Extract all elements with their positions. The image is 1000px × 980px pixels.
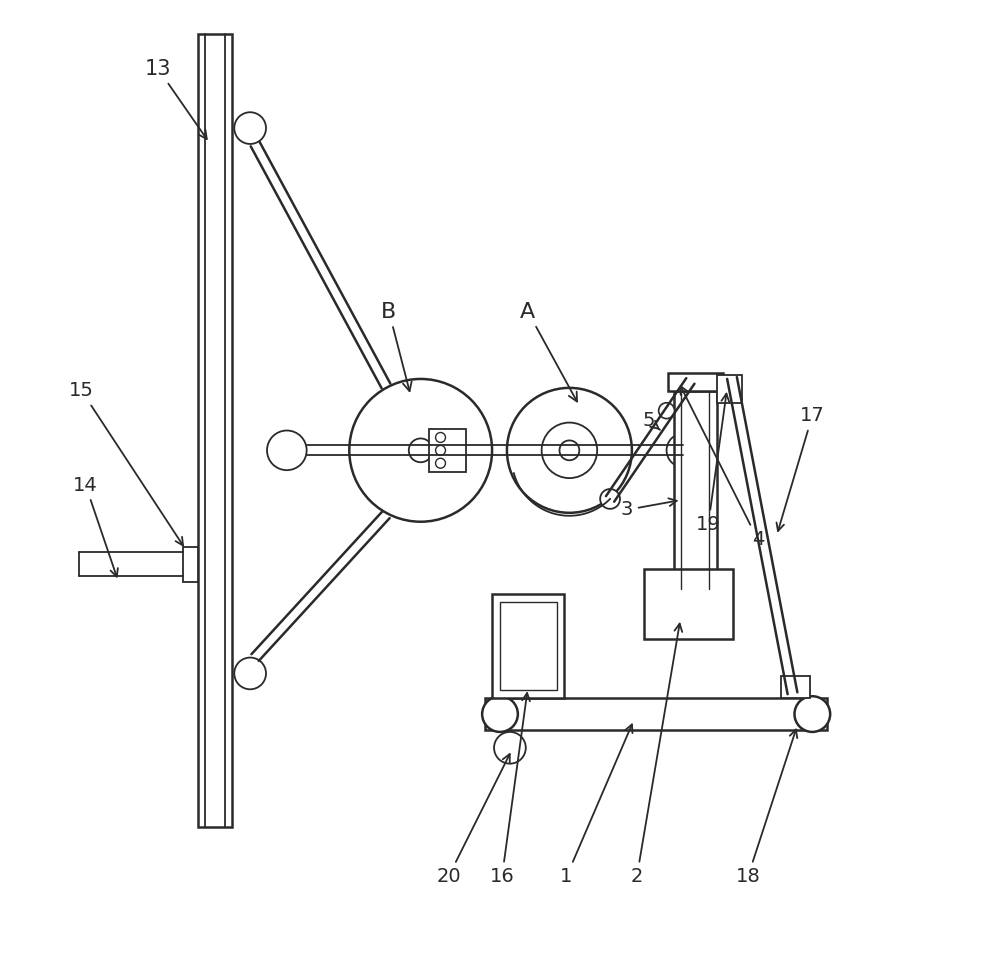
Text: 17: 17: [776, 406, 825, 531]
Bar: [500, 602, 557, 690]
Circle shape: [659, 403, 675, 418]
Text: 18: 18: [735, 729, 797, 886]
Circle shape: [436, 459, 445, 468]
Circle shape: [667, 433, 700, 467]
Text: 5: 5: [642, 411, 660, 430]
Bar: [781, 676, 810, 698]
Circle shape: [267, 430, 307, 470]
Circle shape: [507, 388, 632, 513]
Circle shape: [234, 658, 266, 689]
Text: 15: 15: [69, 381, 183, 546]
Bar: [644, 569, 733, 639]
Circle shape: [234, 113, 266, 144]
Bar: [668, 373, 723, 391]
Bar: [198, 34, 232, 827]
Circle shape: [409, 438, 433, 463]
Text: 3: 3: [621, 499, 677, 519]
Text: B: B: [381, 302, 412, 391]
Bar: [183, 547, 198, 582]
Circle shape: [542, 422, 597, 478]
Text: 2: 2: [631, 623, 682, 886]
Circle shape: [559, 440, 579, 461]
Circle shape: [794, 696, 830, 732]
Circle shape: [482, 696, 518, 732]
Circle shape: [349, 379, 492, 521]
Circle shape: [494, 732, 526, 763]
Text: 1: 1: [560, 724, 632, 886]
Circle shape: [600, 489, 620, 509]
Bar: [674, 391, 717, 589]
Bar: [429, 428, 466, 472]
Text: A: A: [520, 302, 577, 402]
Bar: [485, 698, 827, 730]
Bar: [717, 375, 742, 403]
Text: 4: 4: [681, 386, 764, 549]
Text: 20: 20: [436, 754, 510, 886]
Bar: [492, 594, 564, 698]
Text: 19: 19: [696, 394, 729, 534]
Circle shape: [436, 445, 445, 456]
Circle shape: [436, 432, 445, 442]
Text: 13: 13: [145, 59, 207, 139]
Text: 16: 16: [490, 693, 530, 886]
Text: 14: 14: [73, 475, 118, 576]
